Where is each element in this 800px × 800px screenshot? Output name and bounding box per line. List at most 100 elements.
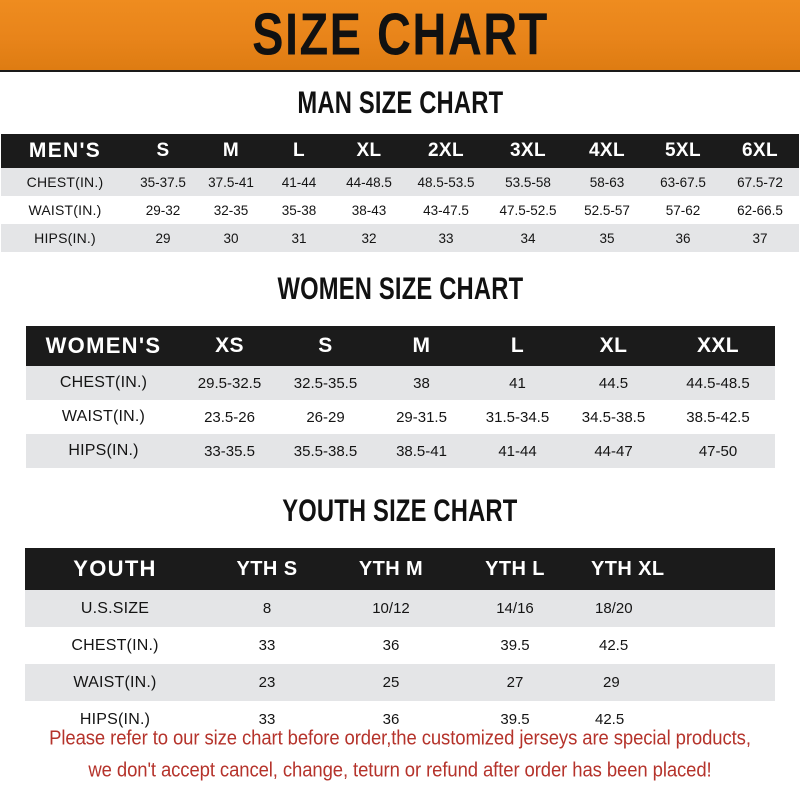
man-section-title-wrap: MAN SIZE CHART <box>0 86 800 120</box>
cell: 44.5-48.5 <box>661 366 775 400</box>
table-row: WAIST(IN.) 29-32 32-35 35-38 38-43 43-47… <box>1 196 799 224</box>
row-label: WAIST(IN.) <box>25 400 182 434</box>
cell: 38-43 <box>333 196 405 224</box>
cell: 31 <box>265 224 333 252</box>
cell: 29.5-32.5 <box>181 366 278 400</box>
men-header-label: MEN'S <box>1 134 129 168</box>
cell: 44-48.5 <box>333 168 405 196</box>
cell: 32 <box>333 224 405 252</box>
cell: 35-37.5 <box>129 168 197 196</box>
cell: 38 <box>373 366 470 400</box>
men-header-size: 3XL <box>487 134 569 168</box>
cell: 34.5-38.5 <box>565 400 662 434</box>
cell: 44.5 <box>565 366 662 400</box>
cell: 23 <box>205 664 329 701</box>
cell: 47.5-52.5 <box>487 196 569 224</box>
table-row: HIPS(IN.) 33-35.5 35.5-38.5 38.5-41 41-4… <box>25 434 775 468</box>
men-header-size: XL <box>333 134 405 168</box>
women-header-label: WOMEN'S <box>25 326 182 366</box>
cell: 67.5-72 <box>721 168 799 196</box>
cell: 52.5-57 <box>569 196 645 224</box>
cell: 23.5-26 <box>181 400 278 434</box>
cell: 29 <box>577 664 775 701</box>
cell: 41 <box>469 366 566 400</box>
cell: 41-44 <box>265 168 333 196</box>
cell: 29 <box>129 224 197 252</box>
men-header-size: M <box>197 134 265 168</box>
cell: 27 <box>453 664 577 701</box>
youth-table-header-row: YOUTH YTH S YTH M YTH L YTH XL <box>25 548 775 590</box>
footer-line-1: Please refer to our size chart before or… <box>49 725 751 750</box>
table-row: WAIST(IN.) 23.5-26 26-29 29-31.5 31.5-34… <box>25 400 775 434</box>
cell: 29-31.5 <box>373 400 470 434</box>
cell: 32.5-35.5 <box>277 366 374 400</box>
women-table-header-row: WOMEN'S XS S M L XL XXL <box>25 326 775 366</box>
footer-note: Please refer to our size chart before or… <box>0 722 800 786</box>
banner: SIZE CHART <box>0 0 800 72</box>
banner-title: SIZE CHART <box>251 1 549 68</box>
cell: 63-67.5 <box>645 168 721 196</box>
women-header-size: S <box>277 326 374 366</box>
cell: 30 <box>197 224 265 252</box>
cell: 14/16 <box>453 590 577 627</box>
women-section-title-wrap: WOMEN SIZE CHART <box>0 272 800 306</box>
men-size-table: MEN'S S M L XL 2XL 3XL 4XL 5XL 6XL CHEST… <box>1 134 799 252</box>
cell: 36 <box>645 224 721 252</box>
cell: 44-47 <box>565 434 662 468</box>
women-header-size: XL <box>565 326 662 366</box>
cell: 41-44 <box>469 434 566 468</box>
row-label: CHEST(IN.) <box>25 627 205 664</box>
youth-size-table: YOUTH YTH S YTH M YTH L YTH XL U.S.SIZE … <box>25 548 775 738</box>
men-header-size: 6XL <box>721 134 799 168</box>
cell: 47-50 <box>661 434 775 468</box>
cell: 33 <box>405 224 487 252</box>
women-section-title: WOMEN SIZE CHART <box>277 270 523 306</box>
cell: 36 <box>329 627 453 664</box>
men-header-size: 5XL <box>645 134 721 168</box>
cell: 58-63 <box>569 168 645 196</box>
youth-section-title-wrap: YOUTH SIZE CHART <box>0 494 800 528</box>
youth-header-size: YTH M <box>329 548 453 590</box>
cell: 33-35.5 <box>181 434 278 468</box>
row-label: U.S.SIZE <box>25 590 205 627</box>
cell: 18/20 <box>577 590 775 627</box>
cell: 36 <box>329 701 453 738</box>
youth-header-size: YTH XL <box>577 548 775 590</box>
cell: 62-66.5 <box>721 196 799 224</box>
cell: 29-32 <box>129 196 197 224</box>
cell: 35-38 <box>265 196 333 224</box>
youth-section-title: YOUTH SIZE CHART <box>282 492 518 528</box>
cell: 53.5-58 <box>487 168 569 196</box>
table-row: HIPS(IN.) 33 36 39.5 42.5 <box>25 701 775 738</box>
row-label: HIPS(IN.) <box>25 434 182 468</box>
row-label: CHEST(IN.) <box>1 168 129 196</box>
table-row: CHEST(IN.) 33 36 39.5 42.5 <box>25 627 775 664</box>
youth-header-size: YTH S <box>205 548 329 590</box>
cell: 26-29 <box>277 400 374 434</box>
cell: 57-62 <box>645 196 721 224</box>
men-header-size: 4XL <box>569 134 645 168</box>
cell: 33 <box>205 701 329 738</box>
women-header-size: XXL <box>661 326 775 366</box>
row-label: WAIST(IN.) <box>1 196 129 224</box>
cell: 42.5 <box>577 627 775 664</box>
cell: 34 <box>487 224 569 252</box>
women-header-size: XS <box>181 326 278 366</box>
footer-line-2: we don't accept cancel, change, teturn o… <box>88 757 712 782</box>
men-header-size: S <box>129 134 197 168</box>
women-size-table: WOMEN'S XS S M L XL XXL CHEST(IN.) 29.5-… <box>25 326 775 468</box>
cell: 31.5-34.5 <box>469 400 566 434</box>
row-label: CHEST(IN.) <box>25 366 182 400</box>
cell: 8 <box>205 590 329 627</box>
table-row: HIPS(IN.) 29 30 31 32 33 34 35 36 37 <box>1 224 799 252</box>
man-section-title: MAN SIZE CHART <box>297 84 503 120</box>
cell: 39.5 <box>453 627 577 664</box>
table-row: U.S.SIZE 8 10/12 14/16 18/20 <box>25 590 775 627</box>
cell: 39.5 <box>453 701 577 738</box>
cell: 48.5-53.5 <box>405 168 487 196</box>
cell: 35 <box>569 224 645 252</box>
women-header-size: M <box>373 326 470 366</box>
youth-header-size: YTH L <box>453 548 577 590</box>
women-header-size: L <box>469 326 566 366</box>
